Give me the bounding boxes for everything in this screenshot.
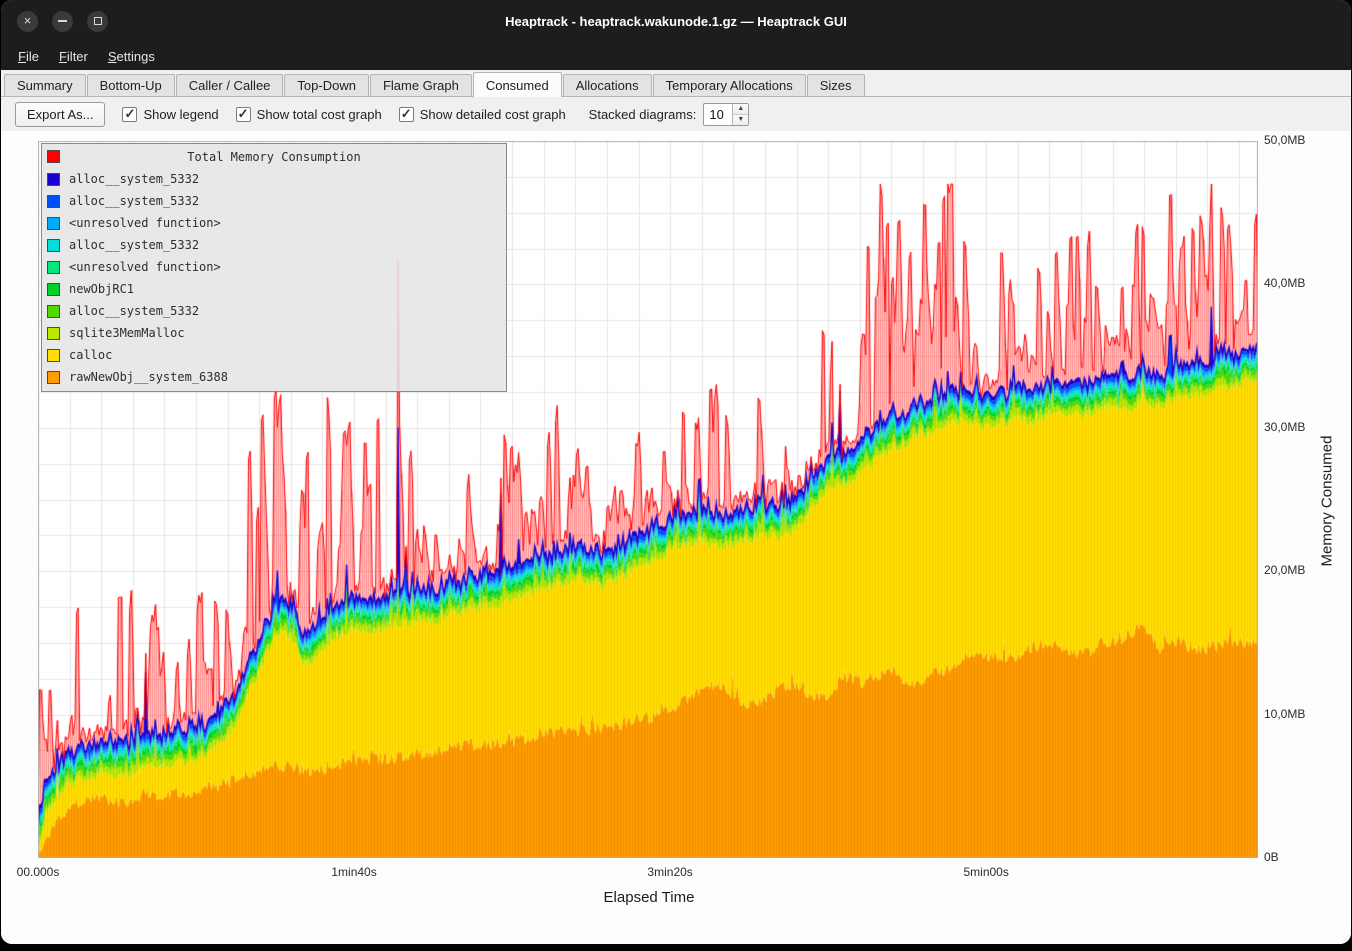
legend-entry: newObjRC1 [42, 278, 506, 300]
legend-entry: sqlite3MemMalloc [42, 322, 506, 344]
y-axis-tick-label: 20,0MB [1264, 563, 1306, 578]
tab-sizes[interactable]: Sizes [806, 74, 865, 96]
legend-label: sqlite3MemMalloc [69, 326, 185, 340]
legend-label: <unresolved function> [69, 260, 221, 274]
x-axis-title: Elapsed Time [603, 889, 695, 906]
chevron-down-icon: ▼ [737, 116, 745, 123]
legend-swatch-total [47, 150, 60, 163]
legend-swatch [47, 172, 60, 186]
chevron-up-icon: ▲ [737, 105, 745, 112]
x-axis-tick-label: 3min20s [647, 865, 693, 879]
checkbox-label: Show detailed cost graph [419, 106, 566, 122]
tab-flame-graph[interactable]: Flame Graph [369, 74, 472, 96]
x-axis-tick-label: 1min40s [331, 865, 377, 879]
spinner-buttons: ▲ ▼ [732, 103, 749, 125]
y-axis-tick-label: 0B [1264, 850, 1279, 864]
y-axis-title: Memory Consumed [1318, 435, 1336, 567]
close-icon: × [23, 13, 32, 28]
tab-bottom-up[interactable]: Bottom-Up [86, 74, 175, 96]
show-detailed-cost-graph-checkbox[interactable]: Show detailed cost graph [398, 106, 566, 122]
chart-legend: Total Memory Consumption alloc__system_5… [41, 143, 507, 392]
legend-entry: rawNewObj__system_6388 [42, 366, 506, 388]
legend-entry: calloc [42, 344, 506, 366]
checkbox-label: Show total cost graph [256, 106, 382, 122]
x-axis-tick-label: 5min00s [963, 865, 1009, 879]
legend-label: rawNewObj__system_6388 [69, 370, 228, 384]
y-axis-tick-label: 30,0MB [1264, 419, 1306, 434]
legend-label: alloc__system_5332 [69, 304, 200, 318]
checkbox-icon [398, 106, 414, 122]
stacked-diagrams-spinner[interactable]: 10 ▲ ▼ [703, 102, 750, 126]
x-axis-tick-label: 00.000s [16, 865, 60, 879]
checkbox-label: Show legend [143, 106, 219, 122]
chart-region: Total Memory Consumption alloc__system_5… [1, 131, 1351, 944]
menu-filter[interactable]: Filter [58, 48, 88, 64]
export-as-button[interactable]: Export As... [15, 101, 106, 127]
legend-title: Total Memory Consumption [187, 150, 361, 164]
y-axis-tick-label: 10,0MB [1264, 706, 1306, 721]
legend-entry: alloc__system_5332 [42, 190, 506, 212]
spinner-down-button[interactable]: ▼ [733, 114, 749, 125]
minimize-icon [58, 20, 67, 22]
tab-summary[interactable]: Summary [4, 74, 86, 96]
menu-file[interactable]: File [18, 48, 39, 64]
tab-bar: Summary Bottom-Up Caller / Callee Top-Do… [1, 70, 1351, 97]
show-total-cost-graph-checkbox[interactable]: Show total cost graph [235, 106, 382, 122]
legend-swatch [47, 282, 60, 296]
legend-entries: alloc__system_5332 alloc__system_5332 <unr… [42, 168, 506, 388]
menubar: File Filter Settings [1, 42, 1351, 70]
close-button[interactable]: × [17, 10, 38, 32]
legend-label: alloc__system_5332 [69, 238, 200, 252]
legend-swatch [47, 304, 60, 318]
stacked-diagrams-group: Stacked diagrams: 10 ▲ ▼ [588, 102, 750, 126]
legend-entry: alloc__system_5332 [42, 234, 506, 256]
legend-entry: alloc__system_5332 [42, 168, 506, 190]
legend-label: alloc__system_5332 [69, 172, 200, 186]
legend-swatch [47, 260, 60, 274]
checkbox-icon [122, 106, 138, 122]
legend-label: <unresolved function> [69, 216, 221, 230]
legend-swatch [47, 348, 60, 362]
tab-top-down[interactable]: Top-Down [284, 74, 369, 96]
show-legend-checkbox[interactable]: Show legend [122, 106, 219, 122]
spinner-value: 10 [709, 106, 724, 122]
stacked-diagrams-label: Stacked diagrams: [588, 106, 697, 122]
window-title: Heaptrack - heaptrack.wakunode.1.gz — He… [505, 13, 847, 29]
legend-entry: alloc__system_5332 [42, 300, 506, 322]
legend-swatch [47, 216, 60, 230]
legend-title-row: Total Memory Consumption [42, 146, 506, 168]
legend-label: calloc [69, 348, 113, 362]
maximize-button[interactable] [87, 10, 108, 32]
y-axis-tick-label: 50,0MB [1264, 133, 1306, 147]
tab-consumed[interactable]: Consumed [472, 72, 562, 97]
tab-allocations[interactable]: Allocations [562, 74, 652, 96]
checkbox-icon [235, 106, 251, 122]
legend-swatch [47, 238, 60, 252]
maximize-icon [93, 17, 102, 25]
legend-swatch [47, 194, 60, 208]
tab-caller-callee[interactable]: Caller / Callee [175, 74, 284, 96]
tab-temporary-allocations[interactable]: Temporary Allocations [652, 74, 806, 96]
legend-label: alloc__system_5332 [69, 194, 200, 208]
legend-label: newObjRC1 [69, 282, 135, 296]
window-controls: × [17, 0, 108, 42]
menu-settings[interactable]: Settings [107, 48, 155, 64]
legend-swatch [47, 326, 60, 340]
legend-swatch [47, 370, 60, 384]
spinner-up-button[interactable]: ▲ [733, 103, 749, 115]
minimize-button[interactable] [52, 10, 73, 32]
legend-entry: <unresolved function> [42, 212, 506, 234]
toolbar: Export As... Show legend Show total cost… [1, 97, 1351, 131]
y-axis-tick-label: 40,0MB [1264, 276, 1306, 291]
titlebar: × Heaptrack - heaptrack.wakunode.1.gz — … [1, 0, 1351, 42]
legend-entry: <unresolved function> [42, 256, 506, 278]
